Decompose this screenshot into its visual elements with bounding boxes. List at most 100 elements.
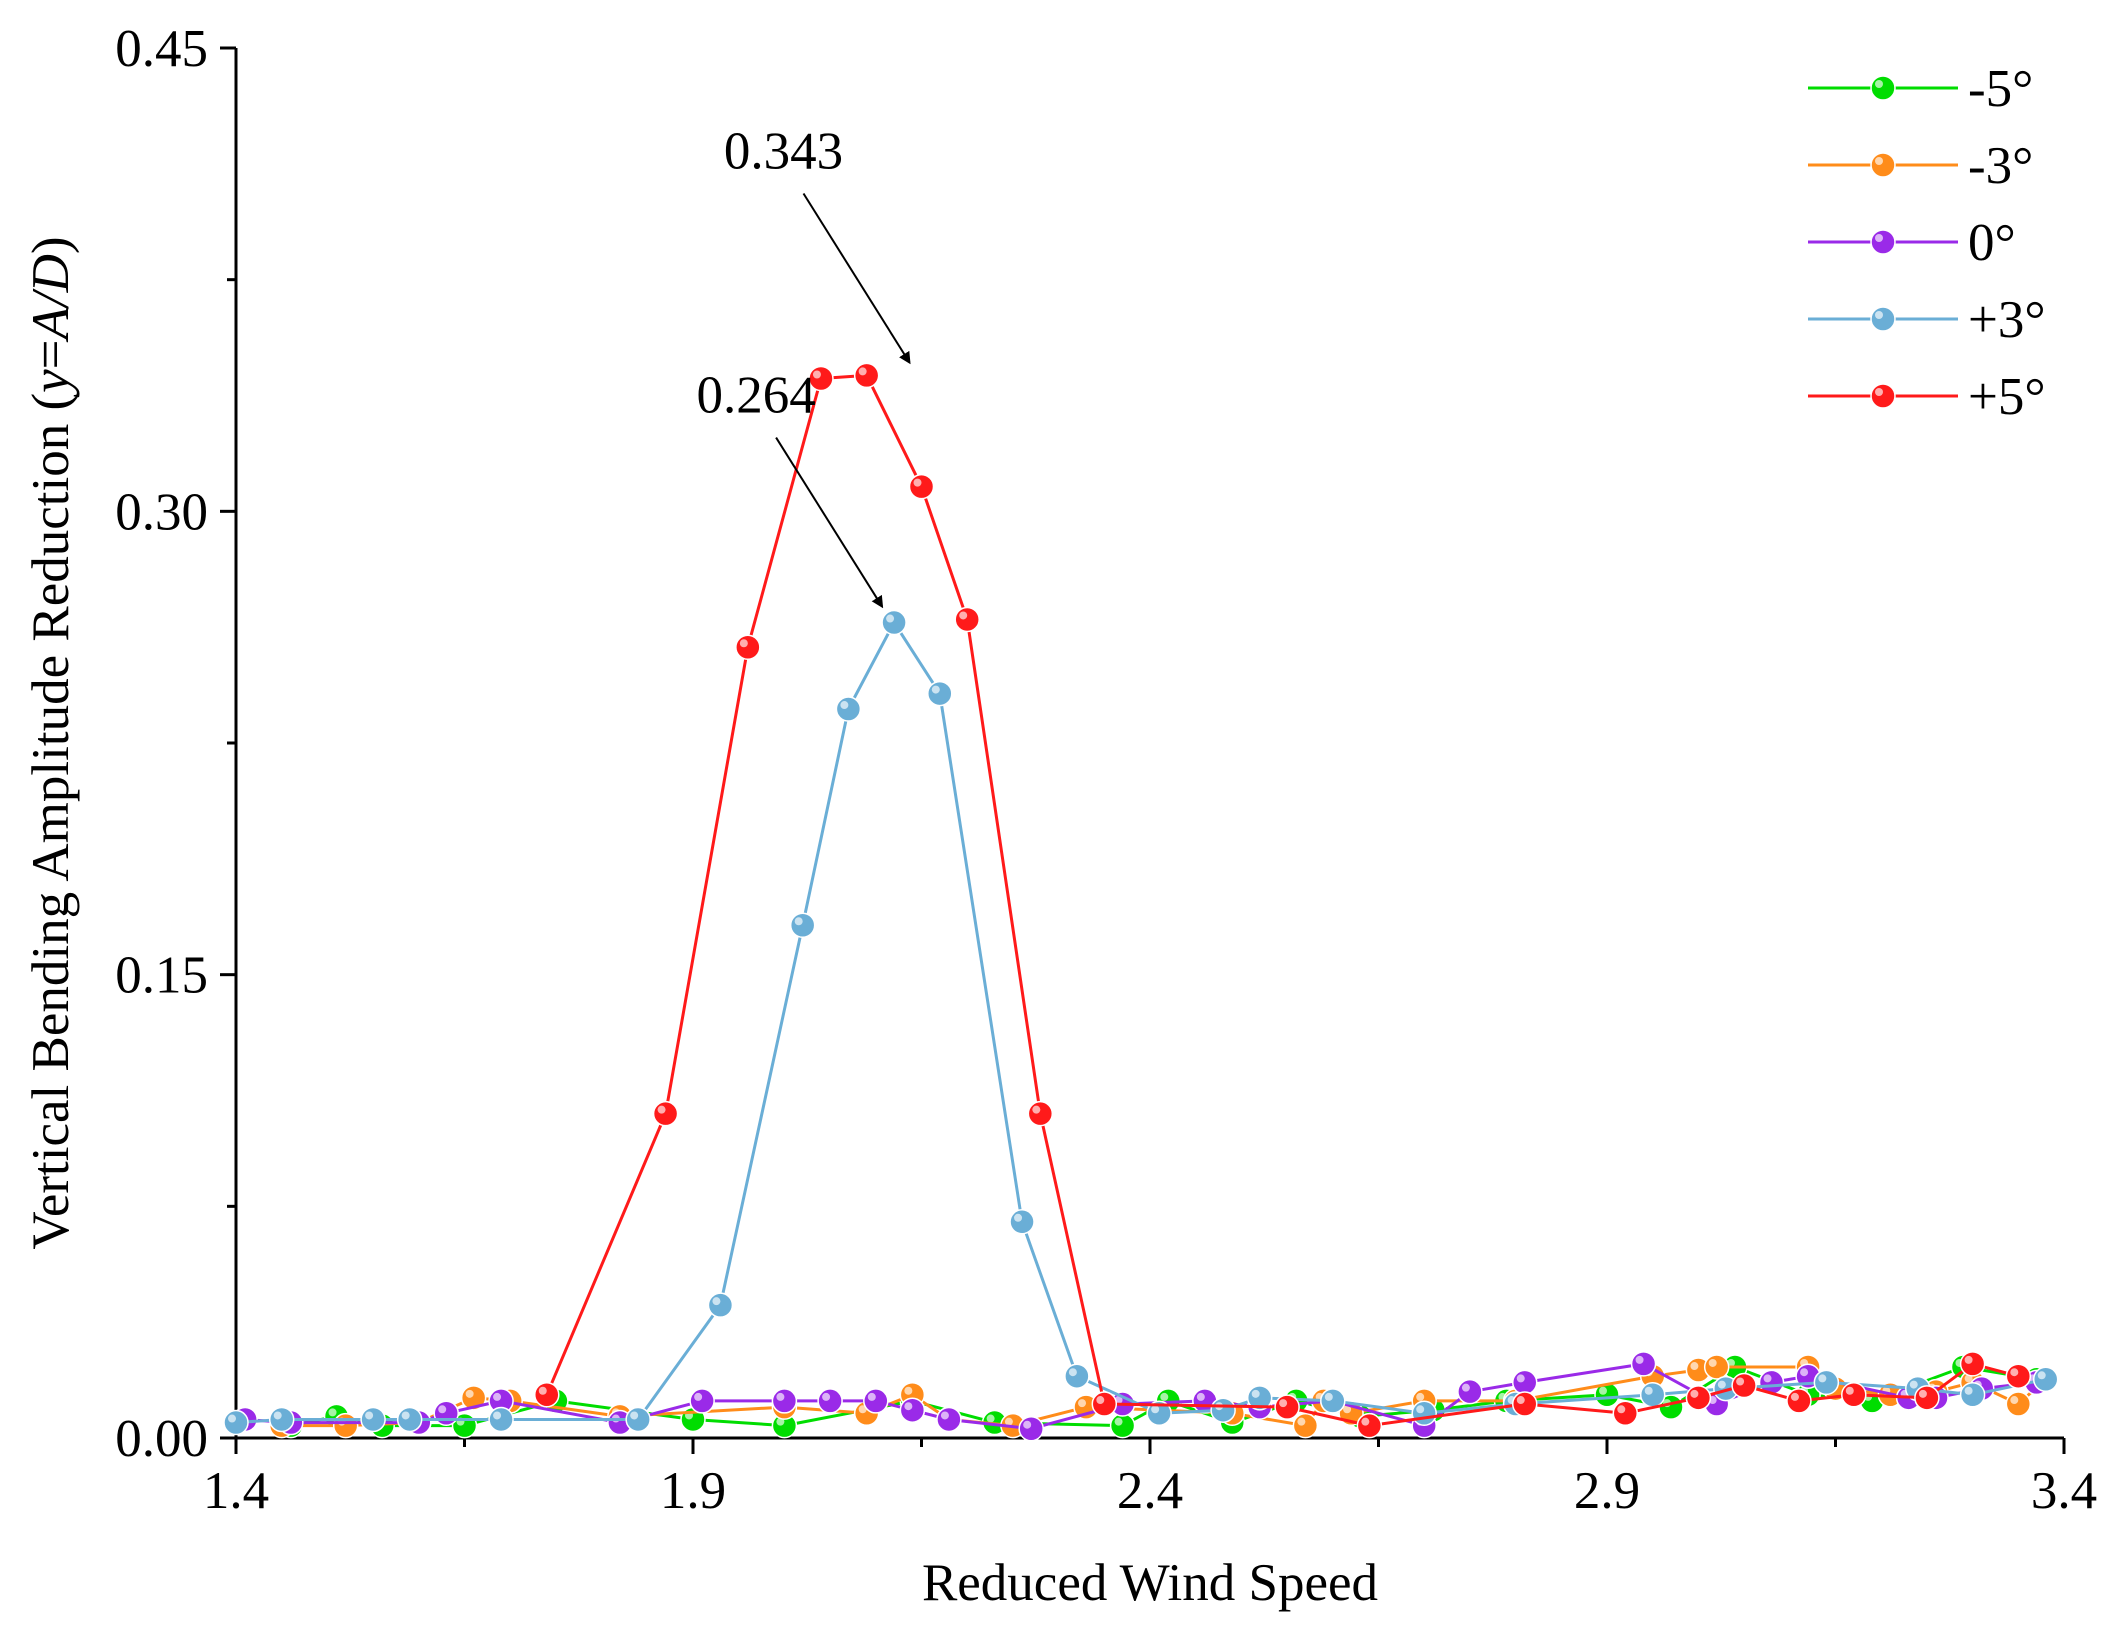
data-point-highlight — [1818, 1374, 1827, 1383]
y-axis-title-variable: y — [22, 369, 80, 398]
y-axis-title-equals: = — [22, 339, 80, 369]
data-point-highlight — [1014, 1213, 1023, 1222]
data-point-highlight — [1516, 1396, 1525, 1405]
data-point — [954, 606, 980, 633]
data-point — [835, 696, 862, 722]
data-point-highlight — [1032, 1105, 1041, 1114]
data-point — [2005, 1391, 2032, 1417]
annotation-arrow — [775, 437, 884, 609]
data-point — [1959, 1351, 1986, 1377]
data-point-highlight — [1416, 1405, 1425, 1414]
legend-marker — [1870, 75, 1896, 101]
data-point — [1091, 1391, 1118, 1417]
data-point-highlight — [2037, 1371, 2046, 1380]
y-axis-title-expression: A/D — [22, 254, 80, 342]
data-point-highlight — [694, 1392, 703, 1401]
data-point-highlight — [1964, 1386, 1973, 1395]
legend-item: -3° — [1808, 137, 2033, 195]
data-point-highlight — [867, 1392, 876, 1401]
legend-label: -5° — [1968, 60, 2033, 118]
data-point — [1914, 1385, 1940, 1411]
data-point-highlight — [228, 1414, 236, 1423]
legend-marker — [1870, 229, 1896, 255]
data-point — [396, 1406, 423, 1433]
annotation-label: 0.343 — [724, 123, 843, 181]
data-point — [927, 680, 953, 707]
annotation-arrow — [802, 192, 911, 365]
data-point — [1356, 1412, 1383, 1439]
data-point-highlight — [1151, 1405, 1160, 1414]
data-point-highlight — [904, 1402, 913, 1411]
data-point — [1457, 1378, 1483, 1405]
data-point-highlight — [1717, 1380, 1726, 1389]
x-tick-label: 1.9 — [660, 1462, 726, 1520]
data-point-highlight — [1361, 1417, 1370, 1426]
data-point-highlight — [1068, 1368, 1077, 1377]
data-point-highlight — [1279, 1399, 1288, 1408]
data-point-highlight — [739, 639, 748, 648]
data-point-highlight — [1790, 1392, 1799, 1401]
data-point — [1018, 1415, 1044, 1442]
data-point-highlight — [401, 1411, 410, 1420]
data-point-highlight — [1800, 1368, 1809, 1377]
data-point-highlight — [1004, 1417, 1013, 1426]
x-axis-ticks: 1.4 1.9 2.4 2.9 3.4 — [203, 1438, 2097, 1520]
data-point-highlight — [904, 1386, 913, 1395]
annotation-layer: 0.343 0.264 — [696, 123, 911, 609]
data-point — [1959, 1382, 1986, 1408]
data-point-highlight — [959, 611, 968, 620]
series-4 — [534, 362, 2032, 1439]
y-tick-label: 0.15 — [115, 947, 208, 1005]
data-point — [817, 1388, 843, 1414]
data-point-highlight — [931, 685, 940, 694]
data-point — [1612, 1400, 1639, 1427]
data-point-highlight — [1644, 1386, 1653, 1395]
data-point-highlight — [1599, 1386, 1607, 1395]
legend-label: +5° — [1968, 368, 2046, 426]
data-point — [1109, 1412, 1136, 1439]
legend-item: +3° — [1808, 291, 2046, 349]
legend-marker-highlight — [1875, 157, 1883, 165]
data-point — [853, 362, 880, 389]
data-point-highlight — [657, 1105, 666, 1114]
series-line — [545, 373, 2019, 1428]
series-line — [235, 621, 2047, 1425]
data-point-highlight — [1343, 1405, 1352, 1414]
data-point — [1639, 1382, 1666, 1408]
data-point — [881, 609, 907, 636]
legend-label: -3° — [1968, 137, 2033, 195]
data-point-highlight — [1461, 1383, 1470, 1392]
data-point-highlight — [1635, 1355, 1644, 1364]
data-point — [534, 1382, 560, 1408]
data-point — [223, 1409, 249, 1436]
data-point — [1731, 1372, 1757, 1399]
data-point-highlight — [1617, 1405, 1626, 1414]
data-point — [1511, 1369, 1538, 1396]
data-point — [771, 1388, 798, 1414]
legend-label: 0° — [1968, 214, 2016, 272]
y-axis-title-suffix: ) — [22, 236, 80, 254]
data-point-highlight — [1516, 1374, 1525, 1383]
data-point-highlight — [822, 1392, 831, 1401]
data-point-highlight — [1196, 1392, 1205, 1401]
data-point — [652, 1100, 679, 1127]
y-axis-ticks: 0.00 0.15 0.30 0.45 — [115, 20, 236, 1468]
data-point-highlight — [794, 917, 803, 926]
data-point-highlight — [1918, 1389, 1927, 1398]
data-point-highlight — [273, 1411, 282, 1420]
legend-label: +3° — [1968, 291, 2046, 349]
data-point-highlight — [438, 1405, 447, 1414]
x-tick-label: 2.9 — [1574, 1462, 1640, 1520]
data-point — [1813, 1369, 1840, 1396]
data-point — [789, 912, 816, 938]
data-point — [1210, 1397, 1236, 1423]
series-layer — [223, 362, 2059, 1442]
data-point — [1786, 1388, 1812, 1414]
legend-marker — [1870, 306, 1896, 332]
y-axis-title-prefix: Vertical Bending Amplitude Reduction ( — [22, 393, 80, 1250]
data-point — [908, 473, 935, 500]
data-point-highlight — [1964, 1355, 1973, 1364]
data-point — [1841, 1382, 1867, 1408]
data-point-highlight — [2010, 1368, 2019, 1377]
